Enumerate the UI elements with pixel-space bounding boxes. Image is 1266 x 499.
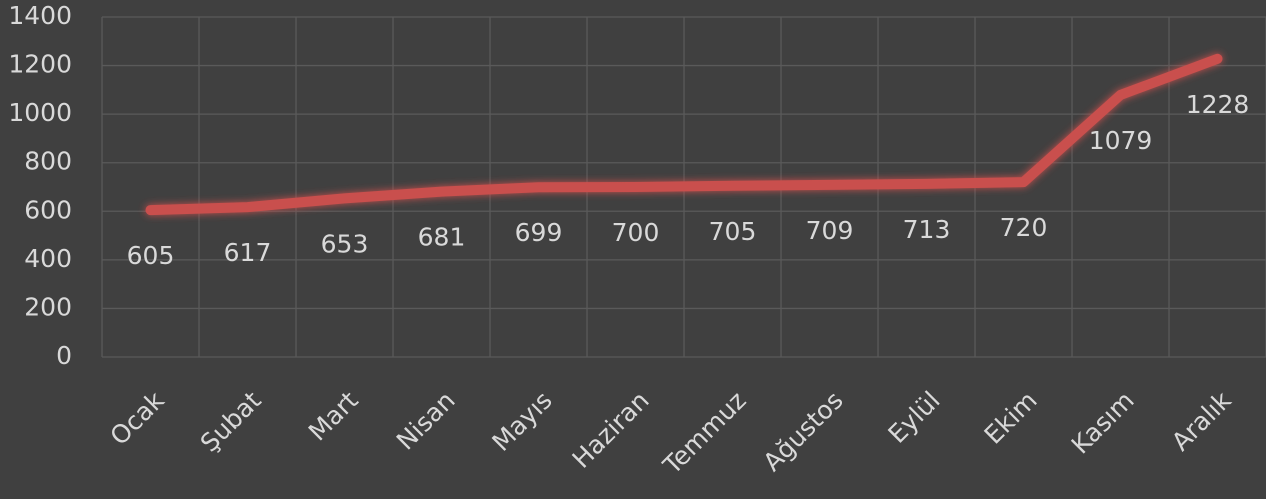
x-tick-label: Temmuz: [657, 386, 752, 481]
x-tick-label: Eylül: [883, 386, 946, 449]
x-tick-label: Ocak: [104, 385, 170, 451]
x-tick-label: Ekim: [979, 386, 1043, 450]
data-label: 709: [806, 216, 854, 245]
y-tick-label: 1400: [8, 1, 72, 30]
x-tick-label: Şubat: [195, 386, 267, 458]
y-tick-label: 1200: [8, 50, 72, 79]
data-label: 605: [127, 241, 175, 270]
x-tick-label: Aralık: [1166, 385, 1237, 456]
x-tick-label: Kasım: [1066, 386, 1140, 460]
x-tick-label: Mayıs: [487, 386, 558, 457]
y-tick-label: 1000: [8, 98, 72, 127]
x-tick-label: Mart: [303, 386, 364, 447]
data-label: 1079: [1089, 126, 1153, 155]
x-tick-label: Ağustos: [757, 386, 848, 477]
y-tick-label: 0: [56, 341, 72, 370]
x-tick-label: Nisan: [391, 386, 461, 456]
x-tick-label: Haziran: [567, 386, 655, 474]
data-label: 713: [903, 215, 951, 244]
data-label: 1228: [1186, 90, 1250, 119]
data-label: 720: [1000, 213, 1048, 242]
line: [145, 53, 1223, 216]
data-label: 705: [709, 217, 757, 246]
y-tick-label: 200: [24, 292, 72, 321]
data-label: 700: [612, 218, 660, 247]
data-label: 617: [224, 238, 272, 267]
y-tick-label: 800: [24, 147, 72, 176]
data-label: 699: [515, 218, 563, 247]
data-label: 681: [418, 223, 466, 252]
y-tick-label: 600: [24, 195, 72, 224]
data-label: 653: [321, 229, 369, 258]
y-tick-label: 400: [24, 244, 72, 273]
